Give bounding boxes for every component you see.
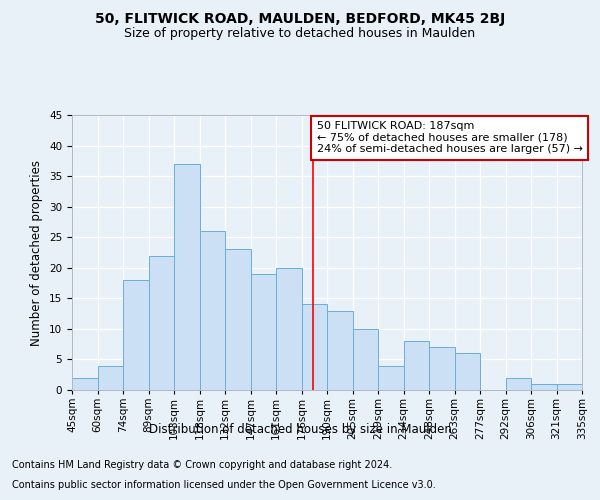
Text: Size of property relative to detached houses in Maulden: Size of property relative to detached ho… (124, 28, 476, 40)
Text: Contains public sector information licensed under the Open Government Licence v3: Contains public sector information licen… (12, 480, 436, 490)
Bar (327, 310, 353, 390)
Bar (455, 354, 480, 390)
Y-axis label: Number of detached properties: Number of detached properties (31, 160, 43, 346)
Bar (302, 304, 327, 390)
Bar (225, 250, 251, 390)
Bar (531, 384, 557, 390)
Text: 50, FLITWICK ROAD, MAULDEN, BEDFORD, MK45 2BJ: 50, FLITWICK ROAD, MAULDEN, BEDFORD, MK4… (95, 12, 505, 26)
Bar (149, 256, 174, 390)
Bar (251, 274, 276, 390)
Bar (97, 366, 123, 390)
Bar (353, 329, 378, 390)
Bar (404, 341, 429, 390)
Text: 50 FLITWICK ROAD: 187sqm
← 75% of detached houses are smaller (178)
24% of semi-: 50 FLITWICK ROAD: 187sqm ← 75% of detach… (317, 121, 583, 154)
Bar (174, 164, 199, 390)
Bar (123, 280, 149, 390)
Bar (378, 366, 404, 390)
Bar (506, 378, 531, 390)
Text: Contains HM Land Registry data © Crown copyright and database right 2024.: Contains HM Land Registry data © Crown c… (12, 460, 392, 470)
Bar (72, 378, 97, 390)
Bar (199, 231, 225, 390)
Bar (276, 268, 302, 390)
Bar (557, 384, 582, 390)
Bar (429, 347, 455, 390)
Text: Distribution of detached houses by size in Maulden: Distribution of detached houses by size … (149, 422, 451, 436)
